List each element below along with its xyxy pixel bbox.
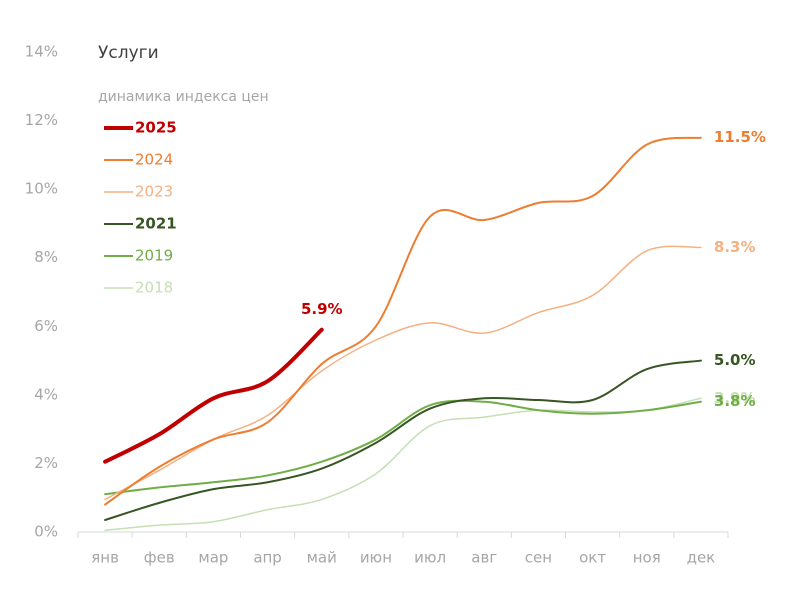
- y-tick-label: 12%: [25, 111, 58, 129]
- legend-label: 2024: [135, 151, 173, 169]
- x-tick-label: сен: [525, 549, 552, 567]
- x-tick-label: окт: [579, 549, 606, 567]
- x-tick-label: янв: [91, 549, 119, 567]
- legend-label: 2019: [135, 247, 173, 265]
- x-tick-label: июн: [360, 549, 392, 567]
- y-tick-label: 8%: [34, 248, 58, 266]
- value-label: 3.9%: [714, 389, 756, 407]
- x-tick-label: мар: [198, 549, 228, 567]
- series-line: [104, 397, 702, 532]
- x-tick-label: авг: [471, 549, 497, 567]
- x-tick-label: июл: [414, 549, 446, 567]
- legend-label: 2021: [135, 215, 177, 233]
- value-label: 3.8%: [714, 392, 756, 410]
- series-line: [103, 327, 324, 464]
- y-tick-label: 6%: [34, 317, 58, 335]
- value-label: 8.3%: [714, 238, 756, 256]
- x-tick-label: дек: [687, 549, 716, 567]
- x-tick-label: фев: [144, 549, 175, 567]
- y-tick-label: 10%: [25, 180, 58, 198]
- y-tick-label: 14%: [25, 43, 58, 61]
- legend-label: 2018: [135, 279, 173, 297]
- chart-title: Услуги: [98, 43, 159, 63]
- x-tick-label: ноя: [633, 549, 661, 567]
- value-label: 5.9%: [301, 300, 343, 318]
- y-tick-label: 0%: [34, 523, 58, 541]
- legend-label: 2025: [135, 119, 177, 137]
- series-line: [104, 136, 702, 506]
- series-line: [104, 399, 702, 496]
- series-line: [104, 245, 702, 501]
- value-label: 5.0%: [714, 351, 756, 369]
- chart-subtitle: динамика индекса цен: [98, 89, 269, 105]
- value-label: 11.5%: [714, 128, 766, 146]
- legend-label: 2023: [135, 183, 173, 201]
- y-tick-label: 4%: [34, 385, 58, 403]
- y-tick-label: 2%: [34, 454, 58, 472]
- x-tick-label: апр: [253, 549, 282, 567]
- series-line: [104, 359, 702, 521]
- x-tick-label: май: [307, 549, 337, 567]
